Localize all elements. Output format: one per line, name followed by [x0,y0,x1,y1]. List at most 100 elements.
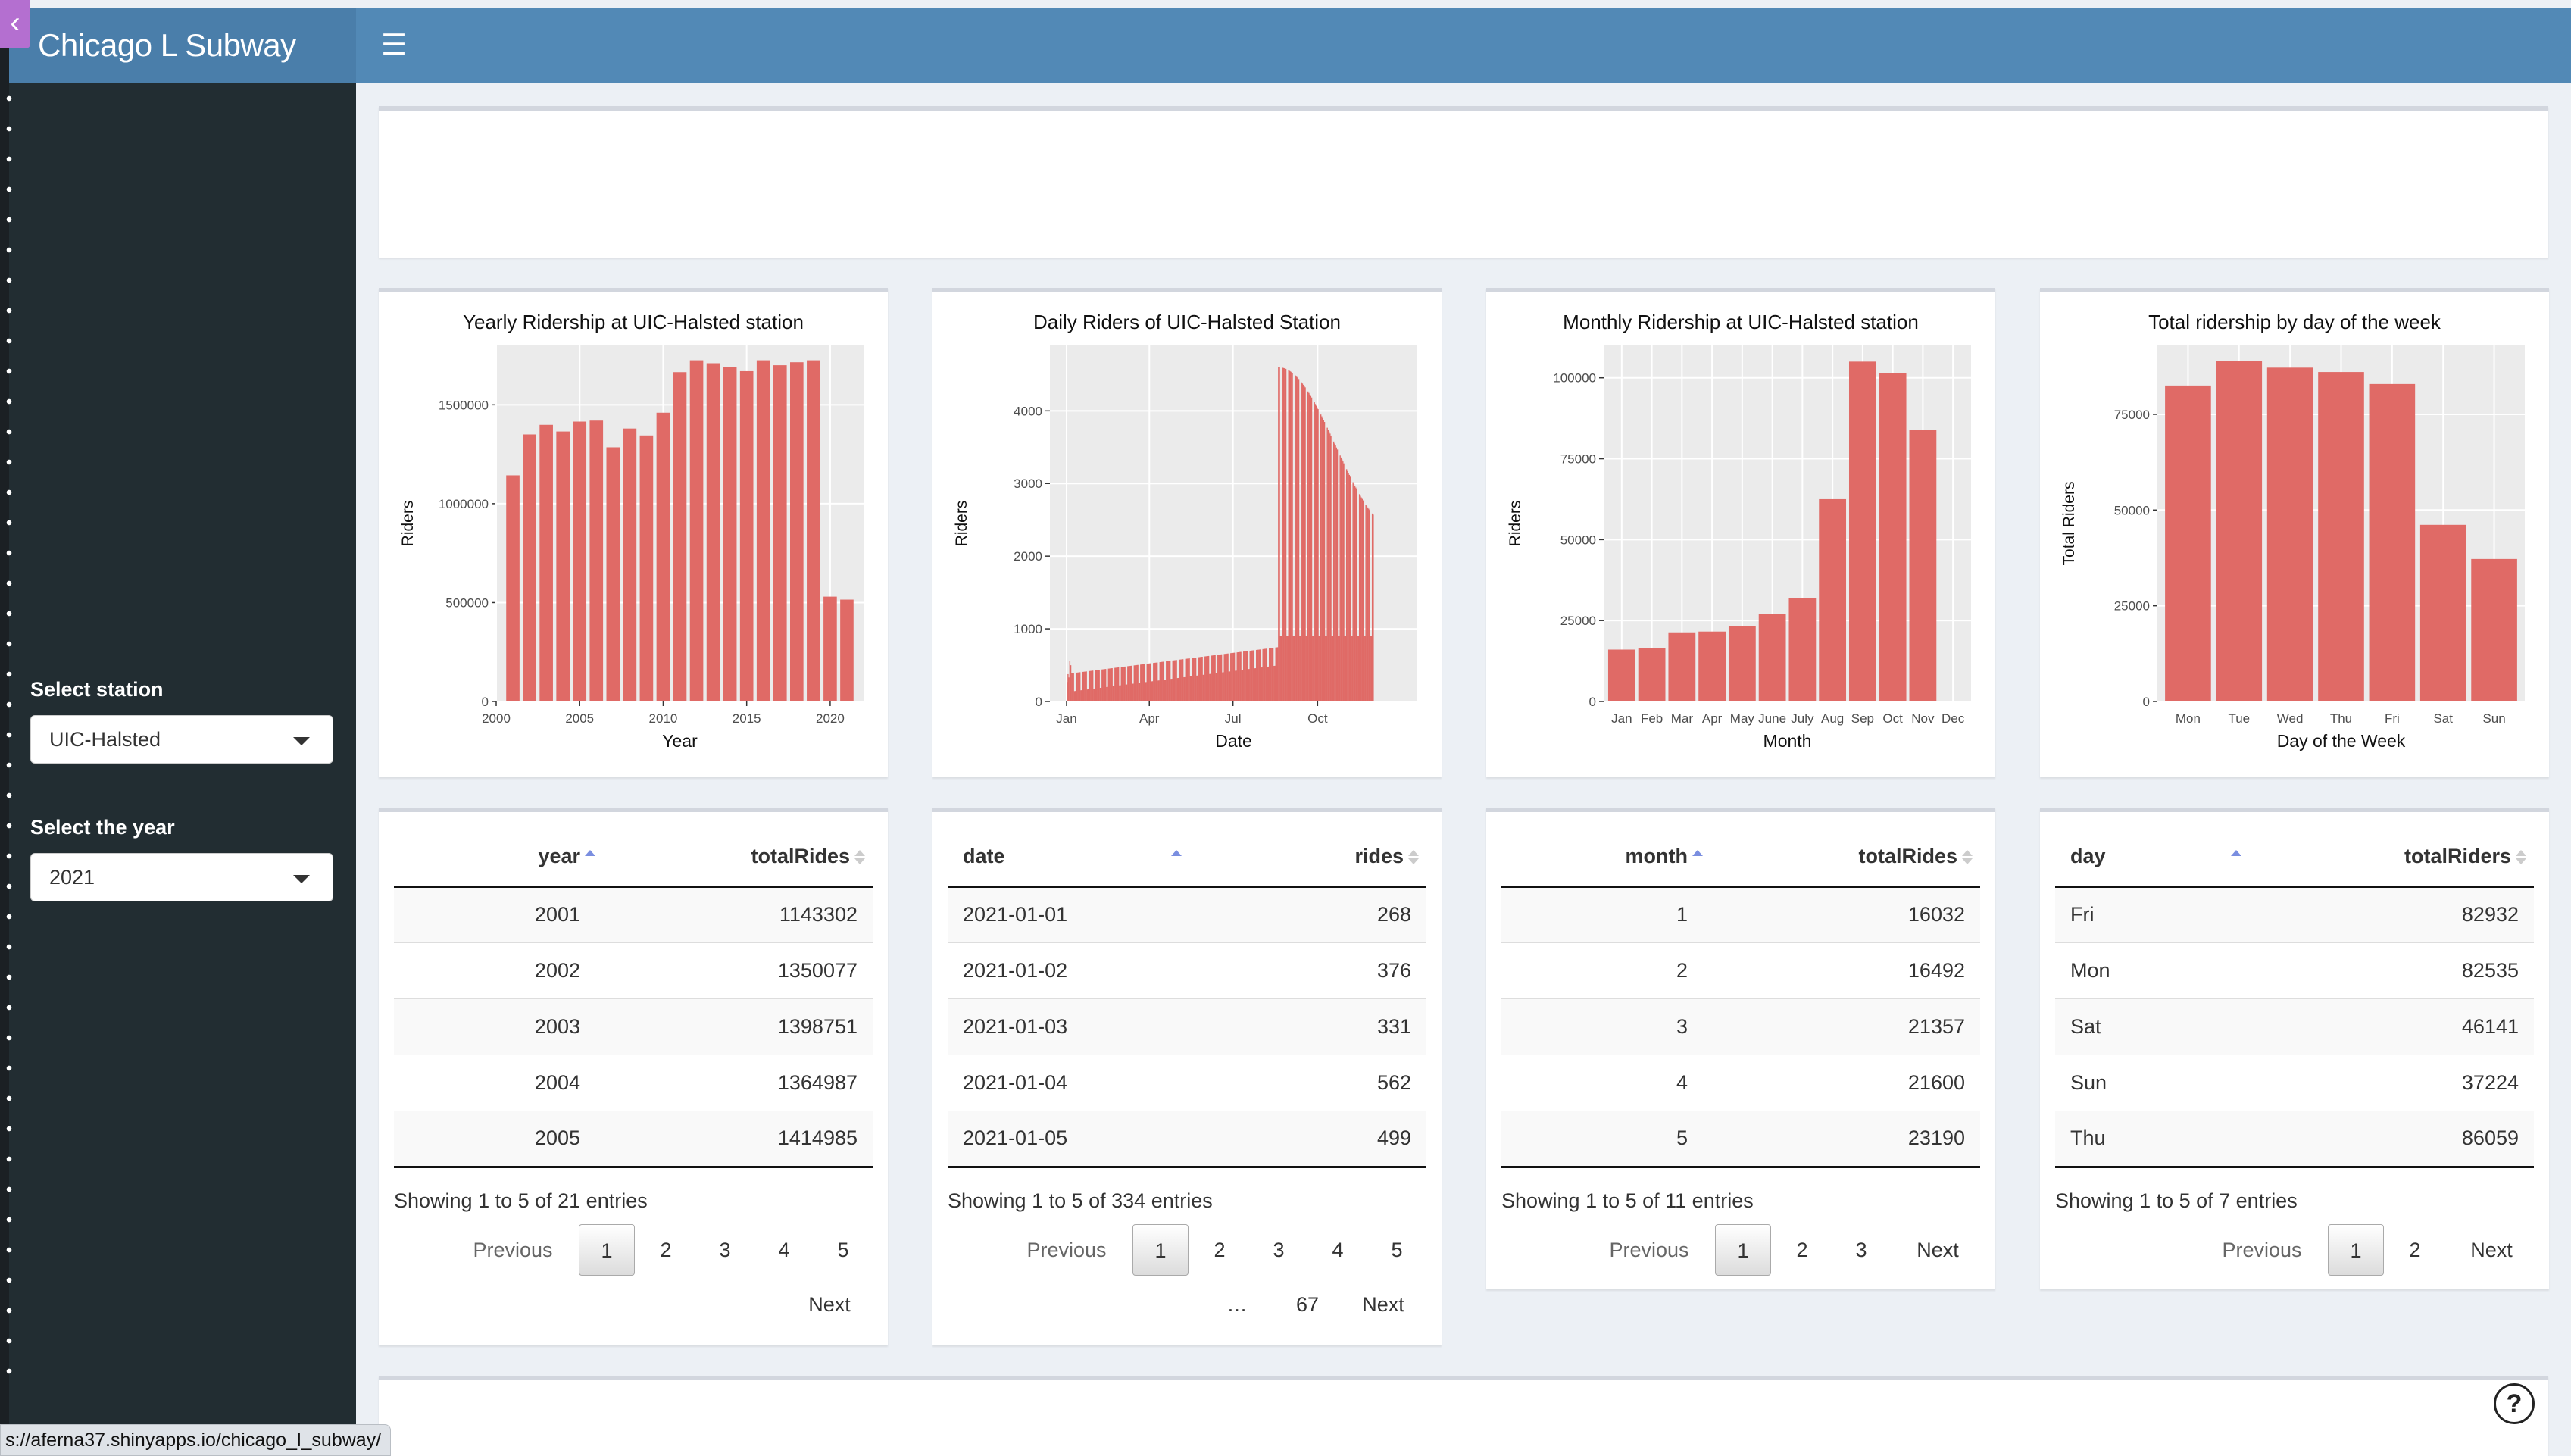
year-select-value: 2021 [49,866,95,889]
table-cell: 376 [1235,942,1426,998]
pager-page-2[interactable]: 2 [1214,1239,1226,1261]
bar [1370,636,1371,701]
bar [1195,658,1197,701]
bar [1287,636,1289,701]
sort-ascending-icon [2231,850,2241,865]
app-title[interactable]: Chicago L Subway [9,8,356,83]
table-cell: 499 [1235,1110,1426,1167]
bar [1357,636,1360,701]
bar [1186,658,1189,701]
pager-previous[interactable]: Previous [2222,1239,2302,1261]
table-cell: 4 [1501,1054,1741,1111]
table-row: Thu 86059 [2055,1110,2534,1167]
pager-page-4[interactable]: 4 [1332,1239,1344,1261]
pager-page-3[interactable]: 3 [719,1239,731,1261]
x-tick-label: Sun [2482,711,2505,726]
column-header-month[interactable]: month [1501,827,1741,888]
bar [1310,395,1312,701]
pager-page-2[interactable]: 2 [660,1239,672,1261]
pager-page-1[interactable]: 1 [2328,1224,2384,1276]
table-row: Sat 46141 [2055,998,2534,1055]
pager-page-3[interactable]: 3 [1855,1239,1867,1261]
table-cell: 21357 [1741,998,1980,1055]
station-select[interactable]: UIC-Halsted [30,715,333,764]
bar [1262,648,1264,701]
bar [2318,372,2364,701]
bar [1161,661,1163,701]
pager-page-1[interactable]: 1 [1132,1224,1189,1276]
bar [706,363,720,701]
weekday-chart-box: Total ridership by day of the week 0 2500… [2040,288,2549,777]
pager-page-1[interactable]: 1 [579,1224,635,1276]
pager-previous[interactable]: Previous [473,1239,553,1261]
bar [1342,461,1344,701]
collapse-arrow-icon[interactable]: ‹ [0,0,30,48]
bar [2165,385,2211,701]
bar [1254,668,1257,701]
bar [1269,648,1270,701]
bar [1111,668,1113,701]
bar [1343,463,1345,701]
x-tick-label: Aug [1821,711,1844,726]
pager-page-5[interactable]: 5 [837,1239,849,1261]
bar [1198,657,1199,701]
bar [1205,656,1207,701]
column-header-rides[interactable]: rides [1235,827,1426,888]
bar [1254,668,1255,701]
bar [1207,656,1209,701]
bar [1295,376,1297,701]
daily-chart-title: Daily Riders of UIC-Halsted Station [1032,311,1342,333]
sidebar-toggle-menu-icon[interactable]: ☰ [380,30,408,61]
pager-next[interactable]: Next [2470,1239,2513,1261]
bar [1788,598,1817,701]
column-header-totalrides[interactable]: totalRides [633,827,873,888]
column-header-totalriders[interactable]: totalRiders [2295,827,2534,888]
pager-page-2[interactable]: 2 [1796,1239,1808,1261]
pager-previous[interactable]: Previous [1609,1239,1689,1261]
pager-page-1[interactable]: 1 [1715,1224,1771,1276]
table-cell: 2021-01-03 [948,998,1236,1055]
column-header-year[interactable]: year [394,827,633,888]
bar [1184,676,1186,701]
bar [1698,631,1726,701]
x-tick-label: Jan [1611,711,1632,726]
table-row: 2021-01-02 376 [948,942,1426,998]
column-header-day[interactable]: day [2055,827,2295,888]
bar [1291,372,1292,701]
pager-page-3[interactable]: 3 [1273,1239,1285,1261]
year-select[interactable]: 2021 [30,853,333,901]
sort-ascending-icon [1692,849,1703,865]
bar [1345,636,1347,701]
bar [1179,659,1181,701]
bar [1089,670,1091,701]
bar [1129,665,1132,701]
bar [1233,652,1236,701]
bar [1114,667,1116,701]
bar [1190,676,1192,701]
pager-page-4[interactable]: 4 [778,1239,790,1261]
table-row: 3 21357 [1501,998,1980,1055]
pager-page-5[interactable]: 5 [1391,1239,1403,1261]
column-header-totalrides[interactable]: totalRides [1741,827,1980,888]
pager-next[interactable]: Next [1917,1239,1959,1261]
help-icon[interactable]: ? [2494,1383,2535,1424]
pager-next[interactable]: Next [1362,1293,1404,1316]
bar [1345,469,1348,701]
bar [1276,647,1278,701]
bar [1086,689,1089,701]
pager-next[interactable]: Next [808,1293,851,1316]
bar [1154,662,1156,701]
bar [1338,636,1339,701]
pager-page-2[interactable]: 2 [2409,1239,2421,1261]
edge-dots [6,83,12,1386]
pager-page-67[interactable]: 67 [1295,1293,1320,1316]
pager-previous[interactable]: Previous [1026,1239,1107,1261]
bar [1193,658,1195,701]
x-tick-label: June [1758,711,1786,726]
column-header-date[interactable]: date [948,827,1236,888]
bar [1097,670,1098,701]
bar [1361,498,1363,701]
table-cell: 16032 [1741,886,1980,942]
x-tick-label: Sep [1851,711,1874,726]
